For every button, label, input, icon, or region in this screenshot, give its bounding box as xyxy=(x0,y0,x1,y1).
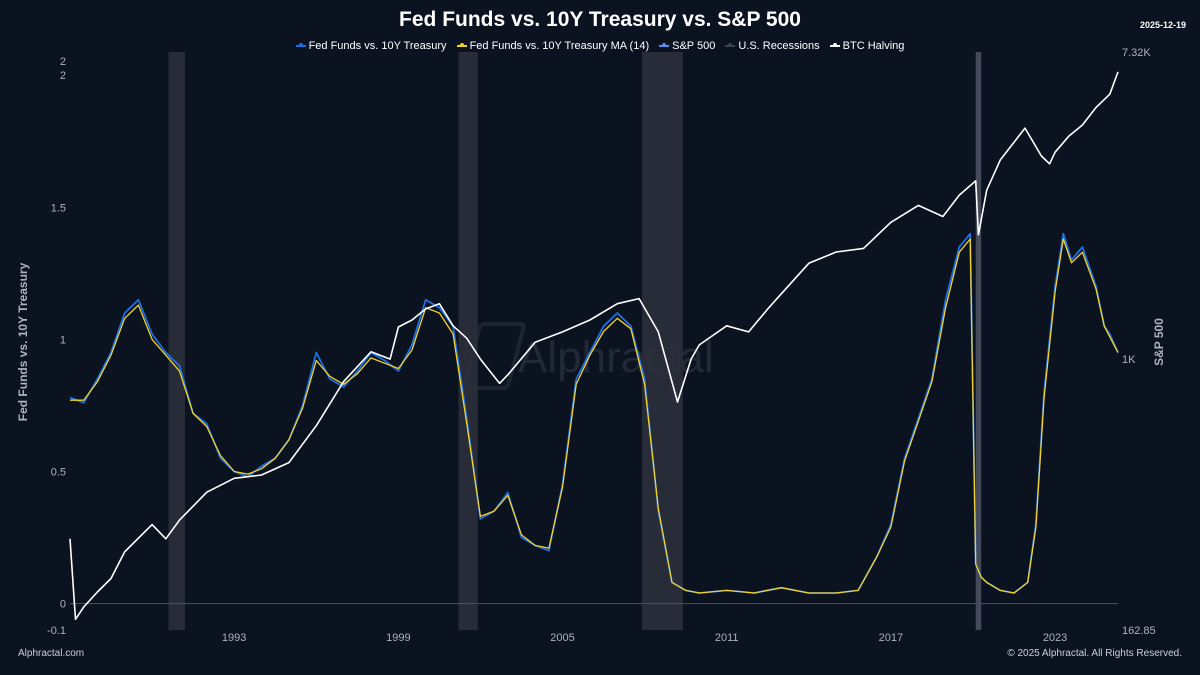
y2-tick-label: 1K xyxy=(1122,354,1136,366)
y2-tick-label: 7.32K xyxy=(1122,47,1151,59)
recession-band xyxy=(168,52,185,630)
legend-swatch-sp500 xyxy=(659,43,670,47)
legend-label-btc-halving: BTC Halving xyxy=(842,40,905,52)
fed-funds-line xyxy=(69,232,1119,594)
y-tick-label: 0.5 xyxy=(51,466,66,478)
fed-funds-ma-line xyxy=(70,238,1119,594)
sp500-line xyxy=(69,71,1119,621)
x-tick-label: 2011 xyxy=(715,632,739,644)
legend-label-fed-funds: Fed Funds vs. 10Y Treasury xyxy=(308,40,447,52)
legend-item-fed-funds-ma[interactable]: Fed Funds vs. 10Y Treasury MA (14) xyxy=(456,40,650,52)
x-tick-label: 1993 xyxy=(222,632,246,644)
y-tick-label: 2 xyxy=(60,70,66,82)
legend-item-btc-halving[interactable]: BTC Halving xyxy=(829,40,905,52)
legend-label-fed-funds-ma: Fed Funds vs. 10Y Treasury MA (14) xyxy=(469,40,650,52)
y-tick-label: -0.1 xyxy=(47,625,66,637)
legend-label-sp500: S&P 500 xyxy=(672,40,716,52)
legend-swatch-btc-halving xyxy=(829,43,840,47)
recession-bands xyxy=(168,52,982,630)
y-tick-label: 1 xyxy=(60,334,66,346)
tick-layer: 2 1.5 1 0.5 0 -0.1 2 1993 1999 2005 2011 2017 2023 7.… xyxy=(47,47,1156,644)
series-layer xyxy=(69,71,1119,621)
x-tick-label: 2017 xyxy=(879,632,903,644)
y2-axis-title: S&P 500 xyxy=(1152,318,1166,366)
date-label: 2025-12-19 xyxy=(1139,20,1186,30)
legend-item-fed-funds[interactable]: Fed Funds vs. 10Y Treasury xyxy=(295,40,447,52)
chart-title: Fed Funds vs. 10Y Treasury vs. S&P 500 xyxy=(399,8,801,31)
y-axis-title: Fed Funds vs. 10Y Treasury xyxy=(16,262,30,422)
legend-item-sp500[interactable]: S&P 500 xyxy=(659,40,715,52)
footer-copyright: © 2025 Alphractal. All Rights Reserved. xyxy=(1007,648,1182,659)
legend-item-recessions[interactable]: U.S. Recessions xyxy=(725,40,820,52)
x-tick-label: 1999 xyxy=(386,632,410,644)
y2-tick-label: 162.85 xyxy=(1122,625,1156,637)
recession-band xyxy=(975,52,982,630)
y-tick-label: 0 xyxy=(60,599,66,611)
recession-band xyxy=(641,52,683,630)
footer-site[interactable]: Alphractal.com xyxy=(18,648,85,659)
legend: Fed Funds vs. 10Y Treasury Fed Funds vs.… xyxy=(0,40,1200,52)
x-tick-label: 2005 xyxy=(550,632,574,644)
legend-label-recessions: U.S. Recessions xyxy=(738,40,820,52)
legend-swatch-fed-funds-ma xyxy=(456,43,467,47)
legend-swatch-fed-funds xyxy=(295,43,306,47)
legend-swatch-recessions xyxy=(725,43,736,47)
y-tick-label: 1.5 xyxy=(51,202,66,214)
x-tick-label: 2023 xyxy=(1043,632,1067,644)
y-tick-label: 2 xyxy=(60,56,66,68)
